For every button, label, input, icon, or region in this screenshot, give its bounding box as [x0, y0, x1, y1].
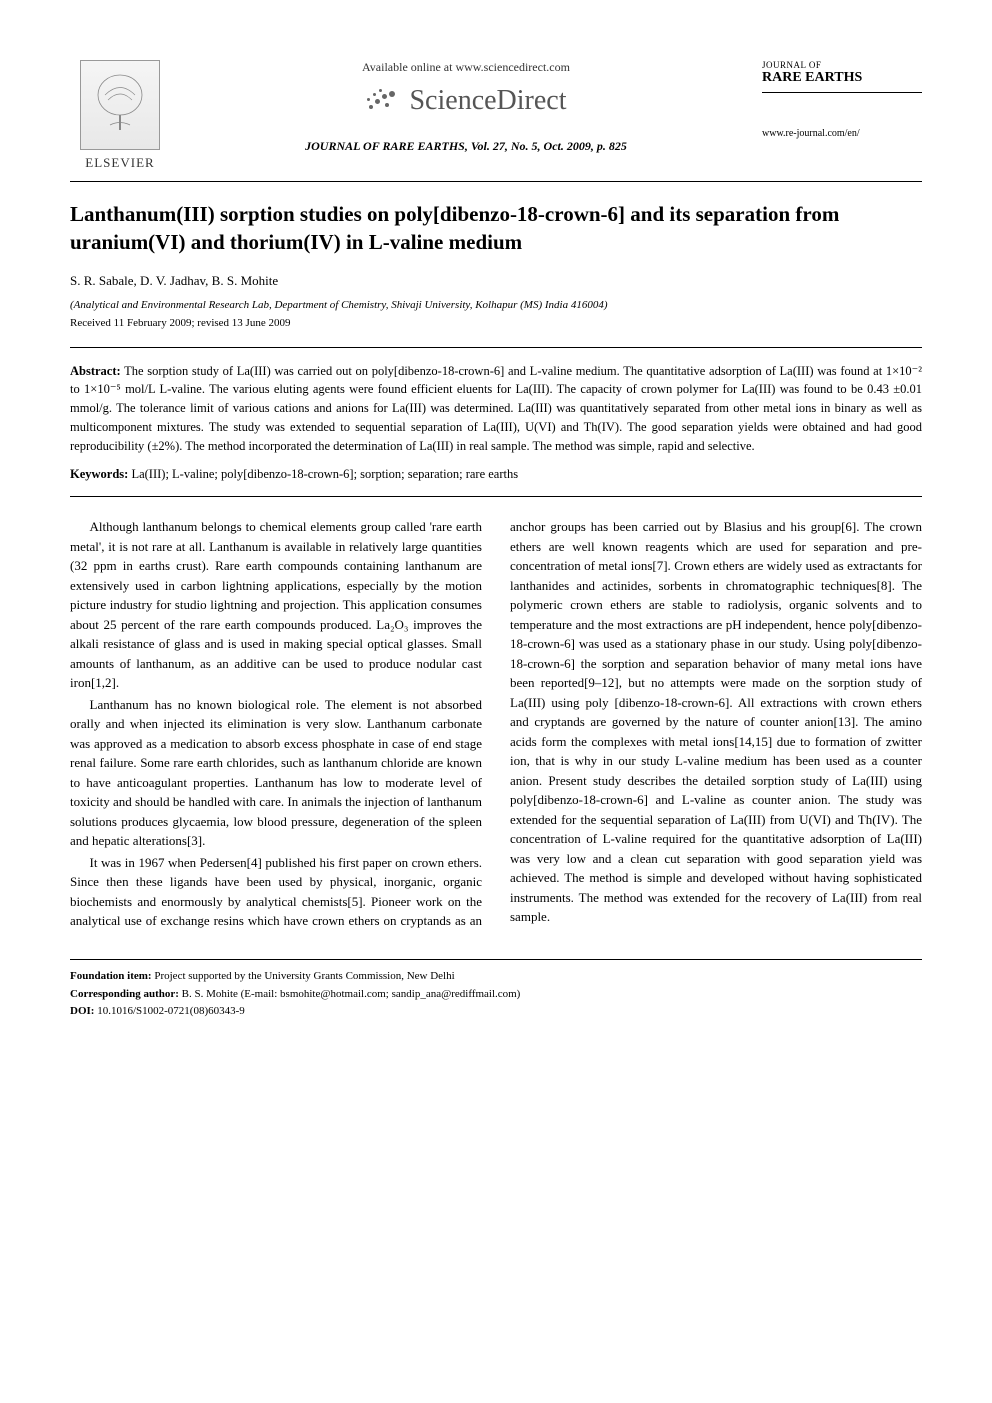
sciencedirect-text: ScienceDirect — [409, 85, 566, 117]
journal-url: www.re-journal.com/en/ — [762, 128, 922, 139]
available-online-text: Available online at www.sciencedirect.co… — [190, 60, 742, 75]
keywords-label: Keywords: — [70, 467, 128, 481]
elsevier-tree-icon — [80, 60, 160, 150]
abstract-text: The sorption study of La(III) was carrie… — [70, 364, 922, 453]
doi-label: DOI: — [70, 1005, 94, 1017]
doi-text: 10.1016/S1002-0721(08)60343-9 — [97, 1005, 245, 1017]
foundation-label: Foundation item: — [70, 970, 152, 982]
journal-of-label: JOURNAL OF — [762, 60, 922, 70]
authors: S. R. Sabale, D. V. Jadhav, B. S. Mohite — [70, 273, 922, 289]
abstract-paragraph: Abstract: The sorption study of La(III) … — [70, 362, 922, 456]
affiliation: (Analytical and Environmental Research L… — [70, 299, 922, 311]
journal-name: RARE EARTHS — [762, 70, 922, 93]
body-paragraph-2: Lanthanum has no known biological role. … — [70, 695, 482, 851]
top-rule — [70, 181, 922, 182]
sciencedirect-logo: ScienceDirect — [190, 83, 742, 119]
abstract-label: Abstract: — [70, 364, 121, 378]
journal-citation: JOURNAL OF RARE EARTHS, Vol. 27, No. 5, … — [190, 139, 742, 154]
abstract-box: Abstract: The sorption study of La(III) … — [70, 347, 922, 498]
journal-header-block: JOURNAL OF RARE EARTHS www.re-journal.co… — [762, 60, 922, 139]
body-two-column: Although lanthanum belongs to chemical e… — [70, 517, 922, 931]
received-dates: Received 11 February 2009; revised 13 Ju… — [70, 317, 922, 329]
corresponding-text: B. S. Mohite (E-mail: bsmohite@hotmail.c… — [182, 988, 521, 1000]
header-row: ELSEVIER Available online at www.science… — [70, 60, 922, 171]
foundation-text: Project supported by the University Gran… — [154, 970, 454, 982]
foundation-line: Foundation item: Project supported by th… — [70, 968, 922, 986]
footer-block: Foundation item: Project supported by th… — [70, 959, 922, 1021]
publisher-logo-block: ELSEVIER — [70, 60, 170, 171]
sciencedirect-swoosh-icon — [365, 83, 401, 119]
keywords-text: La(III); L-valine; poly[dibenzo-18-crown… — [131, 467, 518, 481]
body-paragraph-1: Although lanthanum belongs to chemical e… — [70, 517, 482, 693]
article-title: Lanthanum(III) sorption studies on poly[… — [70, 200, 922, 257]
doi-line: DOI: 10.1016/S1002-0721(08)60343-9 — [70, 1003, 922, 1021]
center-header: Available online at www.sciencedirect.co… — [170, 60, 762, 154]
publisher-name: ELSEVIER — [70, 155, 170, 171]
keywords-line: Keywords: La(III); L-valine; poly[dibenz… — [70, 467, 922, 482]
corresponding-line: Corresponding author: B. S. Mohite (E-ma… — [70, 986, 922, 1004]
corresponding-label: Corresponding author: — [70, 988, 179, 1000]
